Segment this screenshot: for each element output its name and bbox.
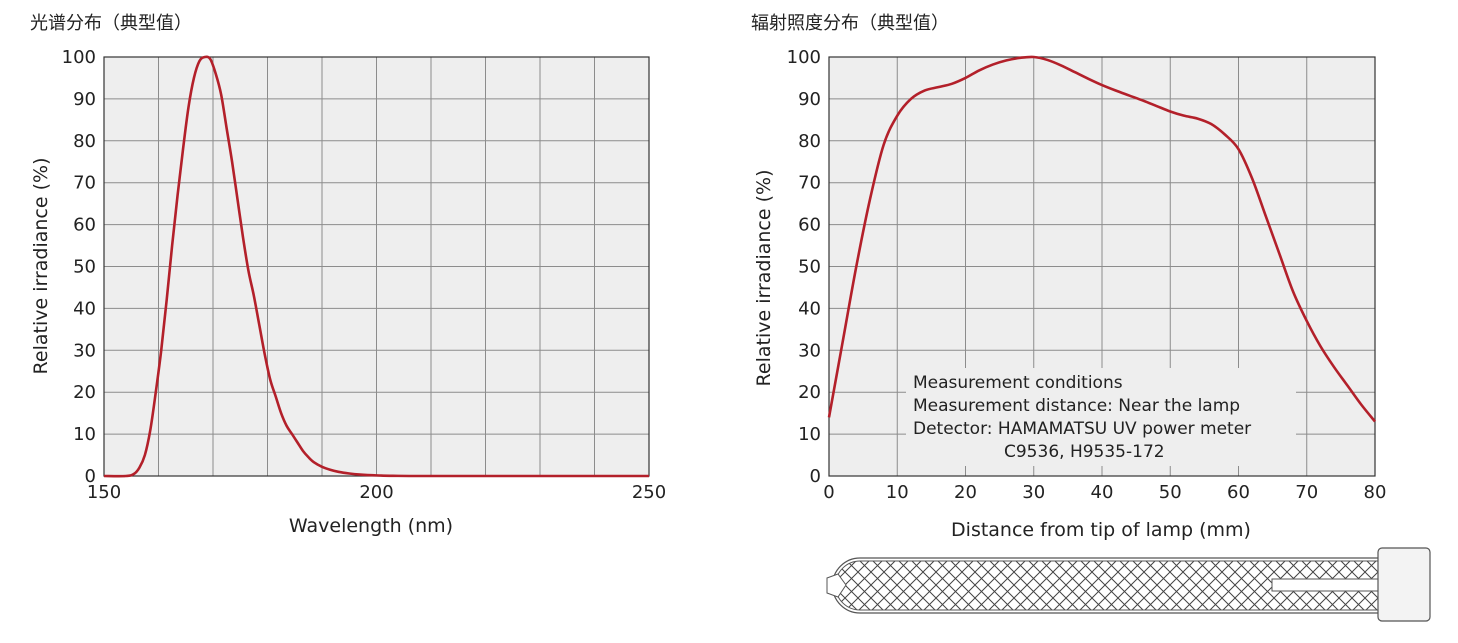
irradiance-chart: 0 10 20 30 40 50 60 70 80 90 100 0 10 20 30 40 50 60 70 80: [787, 47, 1387, 503]
y-tick-label: 70: [798, 173, 821, 194]
y-tick-label: 20: [73, 382, 96, 403]
x-tick-label: 70: [1295, 482, 1318, 503]
x-tick-label: 250: [632, 482, 666, 503]
x-tick-label: 0: [823, 482, 834, 503]
y-tick-label: 100: [787, 47, 821, 68]
y-tick-label: 10: [798, 424, 821, 445]
lamp-inner-lead: [1271, 578, 1383, 592]
x-tick-label: 60: [1227, 482, 1250, 503]
y-tick-label: 40: [798, 298, 821, 319]
y-tick-label: 20: [798, 382, 821, 403]
lamp-illustration: [826, 547, 1431, 622]
x-tick-label: 30: [1022, 482, 1045, 503]
y-tick-label: 30: [73, 340, 96, 361]
x-tick-label: 150: [87, 482, 121, 503]
y-tick-label: 60: [798, 215, 821, 236]
lamp-tip: [826, 573, 847, 598]
x-tick-label: 10: [886, 482, 909, 503]
x-axis-label: Distance from tip of lamp (mm): [951, 519, 1251, 541]
annotation-line: C9536, H9535-172: [1004, 442, 1165, 462]
y-axis-label: Relative irradiance (%): [30, 158, 52, 375]
y-tick-label: 100: [62, 47, 96, 68]
y-tick-label: 30: [798, 340, 821, 361]
x-tick-label: 20: [954, 482, 977, 503]
x-tick-label: 50: [1159, 482, 1182, 503]
y-tick-label: 10: [73, 424, 96, 445]
y-tick-label: 60: [73, 215, 96, 236]
series-line: [827, 55, 1377, 423]
measurement-annotation: Measurement conditions Measurement dista…: [913, 373, 1251, 462]
y-tick-label: 40: [73, 298, 96, 319]
x-tick-label: 200: [359, 482, 393, 503]
spectral-chart: 0 10 20 30 40 50 60 70 80 90 100 150 200 250: [62, 47, 667, 503]
y-tick-label: 70: [73, 173, 96, 194]
annotation-box: [906, 368, 1296, 466]
y-tick-label: 0: [85, 466, 96, 487]
chart-title: 辐射照度分布（典型值）: [751, 13, 949, 34]
x-tick-label: 40: [1091, 482, 1114, 503]
y-tick-label: 50: [798, 257, 821, 278]
lamp-base: [1377, 547, 1431, 622]
y-axis-label: Relative irradiance (%): [753, 170, 775, 387]
y-tick-label: 90: [73, 89, 96, 110]
y-tick-label: 80: [73, 131, 96, 152]
chart-title: 光谱分布（典型值）: [30, 13, 192, 34]
annotation-line: Measurement distance: Near the lamp: [913, 396, 1240, 416]
y-tick-label: 80: [798, 131, 821, 152]
x-tick-label: 80: [1364, 482, 1387, 503]
plot-frame: [828, 56, 1376, 477]
annotation-line: Measurement conditions: [913, 373, 1123, 393]
y-tick-label: 90: [798, 89, 821, 110]
series-line: [103, 55, 649, 478]
annotation-line: Detector: HAMAMATSU UV power meter: [913, 419, 1251, 439]
y-tick-label: 0: [810, 466, 821, 487]
y-tick-label: 50: [73, 257, 96, 278]
x-axis-label: Wavelength (nm): [289, 515, 453, 537]
